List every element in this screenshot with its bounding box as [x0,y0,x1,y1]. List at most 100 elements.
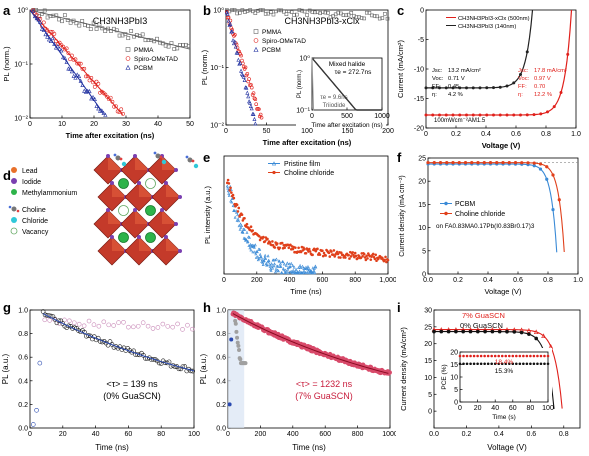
data-point-b [359,16,364,20]
data-point-b [258,112,263,117]
data-point-a [43,31,48,37]
data-point-a [119,107,124,112]
data-point-e [321,249,324,253]
data-point-b [240,58,244,63]
data-point-b [289,10,294,14]
panel-label-i: i [397,300,401,315]
data-point-c [478,113,482,117]
annotation-g-1: <τ> = 139 ns [106,379,158,389]
data-point-e [268,262,272,266]
data-point-b [233,44,238,49]
iodide-atom [133,154,137,158]
data-point-e [282,262,286,266]
data-point-g-ref [190,326,195,332]
data-point-b [292,13,297,17]
data-point-e [237,224,241,228]
data-point-c [431,113,435,117]
chart-f: 0.0 0.2 0.4 0.6 0.8 1.0 0 5 10 15 20 25 Voltage (V) C… [399,156,583,297]
data-point-e [271,266,275,270]
illumination-label-c: 100mWcm⁻²AM1.5 [434,118,486,124]
data-point-e [277,259,281,263]
data-point-f [526,161,530,165]
data-point-b [254,102,259,107]
data-point-e [225,184,229,188]
data-point-b [227,22,232,27]
table-value-red: 17.8 mA/cm² [534,68,567,74]
data-point-e [289,243,292,247]
inset-point-red [518,354,522,358]
data-point-b [245,72,250,76]
legend-marker-b [253,46,259,52]
data-point-a [134,33,139,37]
data-point-b [256,8,260,13]
choline-o-atom [159,155,163,159]
iodide-atom [137,181,141,185]
data-point-b [253,121,258,126]
inset-y-axis-label: PL (norm.) [297,70,303,98]
methylammonium-atom [118,232,129,243]
data-point-b [229,29,234,34]
data-point-c [519,113,522,117]
legend-marker-e [272,170,276,175]
data-point-e [303,247,306,251]
data-point-g-ref [101,319,107,325]
data-point-b [243,10,247,14]
data-point-i [476,329,480,334]
data-point-e [262,258,266,262]
data-point-e [254,252,258,256]
data-point-e [226,186,230,190]
x-tick-label: 0.0 [429,431,439,438]
data-point-f [495,161,499,165]
data-point-a [42,8,47,13]
annotation-g-2: (0% GuaSCN) [103,391,161,401]
chart-b: 0 50 100 150 200 10⁻² 10⁻¹ 10⁰ Time after excita… [200,7,394,148]
annotation-f: on FA0.83MA0.17Pb(I0.83Br0.17)3 [436,223,535,230]
data-point-f [538,167,543,171]
data-point-e [335,250,339,254]
data-point-e [268,264,272,268]
legend-label-a: PMMA [134,47,154,54]
x-tick-label: 0 [424,131,428,138]
octahedron-face [135,210,149,224]
y-tick-label: 0 [422,272,426,279]
data-point-e [257,256,261,260]
data-point-e [231,204,235,208]
inset-point-black [522,362,525,366]
data-point-h-fast [233,321,238,326]
data-point-b [239,53,243,58]
data-point-e [374,253,377,257]
data-point-b [237,11,242,15]
y-axis-label-g: PL (a.u.) [1,353,10,384]
y-tick-label: 10⁻¹ [14,62,28,69]
fit-line-a [29,9,105,115]
data-point-e [314,265,318,269]
data-point-e [348,257,351,260]
y-tick-label: 0.4 [18,378,28,385]
legend-label-d: Choline [22,207,46,214]
data-point-g-ref [160,321,166,327]
y-tick-label: 0 [420,8,424,15]
inset-x-tick-label: 20 [474,405,482,412]
inset-x-tick-label: 0 [310,113,314,120]
inset-y-axis-label: PCE (%) [441,364,448,389]
data-point-b [244,85,249,90]
inset-point-red [462,354,465,358]
chart-e: 0 200 400 600 800 1,000 Time (ns) PL intensity … [203,155,396,296]
data-point-e [237,206,241,210]
data-point-e [258,247,262,251]
data-point-e [253,243,257,247]
data-point-h-fast [243,361,248,366]
y-axis-label-h: PL (a.u.) [199,353,208,384]
data-point-a [88,27,93,31]
data-point-a [114,104,118,109]
data-point-e [249,225,253,228]
data-point-b [248,104,253,108]
data-point-b [253,97,258,102]
legend-label-d: Chloride [22,218,48,225]
data-point-e [280,271,284,275]
y-tick-label: 30 [424,308,432,315]
data-point-f [507,161,511,165]
rise-point-g [30,422,36,427]
data-point-e [305,271,309,275]
choline-n-atom [185,155,189,159]
